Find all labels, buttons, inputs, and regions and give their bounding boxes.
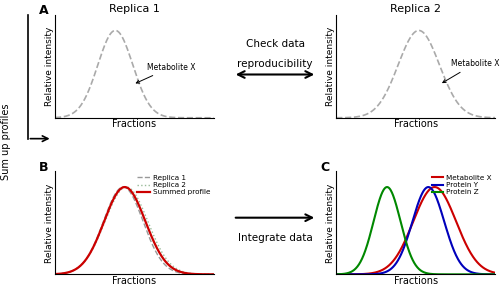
Title: Replica 1: Replica 1: [109, 4, 160, 14]
Metabolite X: [449, 210, 455, 213]
Protein Z: [492, 273, 498, 276]
Replica 1: [52, 272, 58, 276]
Summed profile: [122, 185, 128, 189]
X-axis label: Fractions: Fractions: [112, 119, 156, 129]
Metabolite X: [448, 208, 454, 211]
Y-axis label: Relative intensity: Relative intensity: [44, 27, 54, 106]
Title: Replica 2: Replica 2: [390, 4, 441, 14]
Protein Z: [386, 186, 392, 189]
Text: Metabolite X: Metabolite X: [136, 63, 196, 83]
Metabolite X: [352, 273, 358, 276]
Protein Z: [448, 273, 454, 276]
Replica 1: [152, 249, 158, 252]
Replica 2: [152, 237, 158, 241]
Protein Y: [449, 244, 455, 248]
Text: C: C: [320, 161, 330, 174]
Line: Protein Y: Protein Y: [336, 187, 495, 274]
Protein Z: [352, 267, 358, 271]
Protein Z: [449, 273, 455, 276]
Text: A: A: [39, 4, 49, 17]
Protein Z: [334, 273, 340, 276]
Text: Check data: Check data: [246, 39, 304, 49]
Metabolite X: [385, 264, 391, 268]
Line: Replica 2: Replica 2: [55, 187, 214, 274]
Line: Replica 1: Replica 1: [55, 187, 214, 274]
Protein Z: [384, 185, 390, 189]
Protein Y: [352, 273, 358, 276]
Protein Z: [434, 273, 440, 276]
Replica 1: [120, 185, 126, 189]
Line: Metabolite X: Metabolite X: [336, 187, 495, 274]
Text: Metabolite X: Metabolite X: [443, 59, 499, 83]
Replica 2: [210, 273, 216, 276]
Legend: Metabolite X, Protein Y, Protein Z: Metabolite X, Protein Y, Protein Z: [432, 175, 492, 195]
Replica 2: [71, 268, 77, 272]
Summed profile: [52, 272, 58, 276]
Metabolite X: [492, 271, 498, 274]
Replica 2: [168, 262, 174, 266]
Summed profile: [104, 213, 110, 217]
Legend: Replica 1, Replica 2, Summed profile: Replica 1, Replica 2, Summed profile: [136, 175, 210, 195]
Summed profile: [210, 273, 216, 276]
X-axis label: Fractions: Fractions: [394, 276, 438, 286]
Replica 2: [104, 215, 110, 219]
Replica 2: [124, 185, 130, 189]
Text: Sum up profiles: Sum up profiles: [2, 103, 12, 180]
X-axis label: Fractions: Fractions: [112, 276, 156, 286]
Summed profile: [167, 264, 173, 268]
Replica 2: [167, 261, 173, 265]
Protein Y: [434, 196, 440, 200]
Text: reproducibility: reproducibility: [238, 59, 313, 69]
Summed profile: [152, 243, 158, 247]
Replica 2: [115, 192, 121, 196]
Metabolite X: [334, 273, 340, 276]
Protein Y: [492, 273, 498, 276]
Summed profile: [115, 190, 121, 194]
Replica 1: [104, 211, 110, 214]
Protein Y: [396, 257, 402, 260]
Text: Integrate data: Integrate data: [238, 233, 312, 243]
Summed profile: [168, 265, 174, 268]
Y-axis label: Relative intensity: Relative intensity: [326, 27, 335, 106]
Protein Y: [448, 242, 454, 245]
Protein Z: [396, 216, 402, 219]
Replica 1: [168, 268, 174, 271]
Line: Protein Z: Protein Z: [336, 187, 495, 274]
Protein Y: [385, 269, 391, 273]
Replica 1: [210, 273, 216, 276]
Protein Y: [425, 185, 431, 189]
Text: B: B: [39, 161, 48, 174]
Metabolite X: [434, 186, 440, 189]
Y-axis label: Relative intensity: Relative intensity: [44, 183, 54, 263]
Metabolite X: [432, 185, 438, 189]
Line: Summed profile: Summed profile: [55, 187, 214, 274]
X-axis label: Fractions: Fractions: [394, 119, 438, 129]
Replica 1: [71, 268, 77, 272]
Replica 2: [52, 272, 58, 276]
Summed profile: [71, 268, 77, 272]
Protein Y: [334, 273, 340, 276]
Replica 1: [167, 267, 173, 271]
Replica 1: [115, 189, 121, 192]
Y-axis label: Relative intensity: Relative intensity: [326, 183, 335, 263]
Metabolite X: [396, 250, 402, 254]
